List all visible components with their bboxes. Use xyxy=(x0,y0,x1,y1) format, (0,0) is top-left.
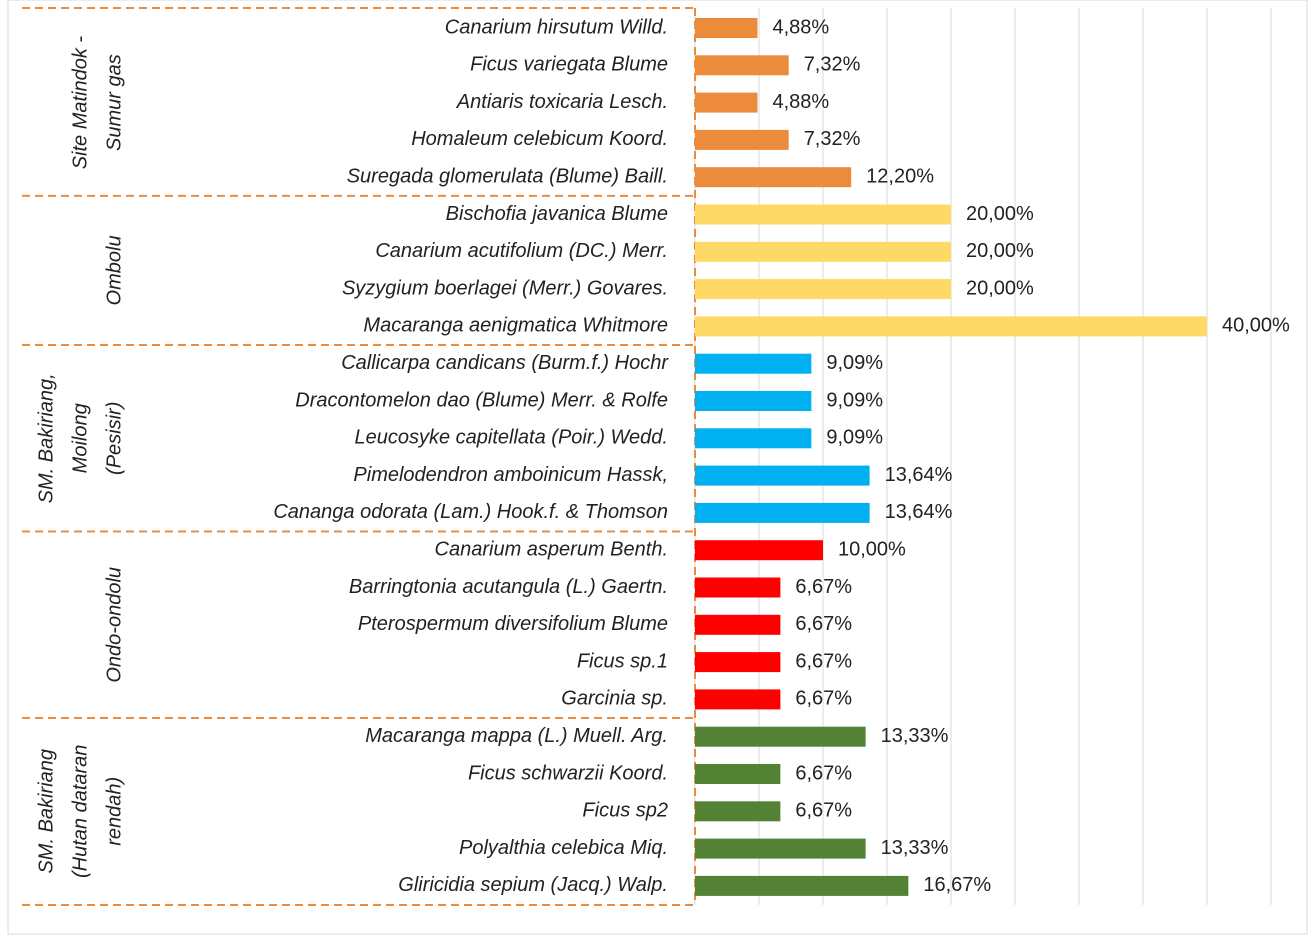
bar xyxy=(695,241,951,262)
group-label: Ondo-ondolu xyxy=(103,567,125,683)
bar xyxy=(695,428,812,449)
group-label: Site Matindok - xyxy=(69,36,91,170)
value-label: 6,67% xyxy=(795,688,852,710)
group-label: Sumur gas xyxy=(103,54,125,151)
bar xyxy=(695,129,789,150)
value-label: 13,33% xyxy=(881,837,949,859)
value-label: 13,33% xyxy=(881,725,949,747)
group-label: (Hutan dataran xyxy=(69,745,91,878)
value-label: 9,09% xyxy=(826,427,883,449)
value-label: 6,67% xyxy=(795,762,852,784)
category-label: Dracontomelon dao (Blume) Merr. & Rolfe xyxy=(295,389,668,411)
category-label: Ficus schwarzii Koord. xyxy=(468,762,668,784)
bar xyxy=(695,55,789,76)
bar xyxy=(695,689,781,710)
group-label: rendah) xyxy=(103,777,125,846)
category-label: Antiaris toxicaria Lesch. xyxy=(456,91,668,113)
bar xyxy=(695,577,781,598)
value-label: 6,67% xyxy=(795,800,852,822)
category-label: Macaranga mappa (L.) Muell. Arg. xyxy=(365,725,668,747)
bar xyxy=(695,652,781,673)
group-label: (Pesisir) xyxy=(103,402,125,475)
value-label: 4,88% xyxy=(772,91,829,113)
category-label: Homaleum celebicum Koord. xyxy=(411,128,668,150)
bar xyxy=(695,540,823,561)
category-label: Macaranga aenigmatica Whitmore xyxy=(363,315,668,337)
bar xyxy=(695,502,870,523)
chart-border xyxy=(7,0,1308,935)
category-label: Ficus sp.1 xyxy=(577,650,668,672)
value-label: 9,09% xyxy=(826,352,883,374)
group-label: SM. Bakiriang xyxy=(35,749,57,874)
group-label: SM. Bakiriang, xyxy=(35,373,57,503)
category-label: Suregada glomerulata (Blume) Baill. xyxy=(347,165,668,187)
value-label: 4,88% xyxy=(772,16,829,38)
value-label: 7,32% xyxy=(804,128,861,150)
value-label: 9,09% xyxy=(826,389,883,411)
bar xyxy=(695,726,866,747)
category-label: Canarium hirsutum Willd. xyxy=(445,16,668,38)
value-label: 10,00% xyxy=(838,538,906,560)
category-label: Pimelodendron amboinicum Hassk, xyxy=(353,464,668,486)
bar xyxy=(695,167,852,188)
category-label: Pterospermum diversifolium Blume xyxy=(358,613,668,635)
category-label: Polyalthia celebica Miq. xyxy=(459,837,668,859)
category-label: Leucosyke capitellata (Poir.) Wedd. xyxy=(355,427,669,449)
group-label: Ombolu xyxy=(103,235,125,305)
value-label: 40,00% xyxy=(1222,315,1290,337)
category-label: Canarium asperum Benth. xyxy=(435,538,668,560)
value-label: 20,00% xyxy=(966,203,1034,225)
category-label: Ficus sp2 xyxy=(582,800,668,822)
bar xyxy=(695,353,812,374)
bar xyxy=(695,204,951,225)
group-label: Moilong xyxy=(69,403,91,473)
category-label: Cananga odorata (Lam.) Hook.f. & Thomson xyxy=(273,501,668,523)
bar xyxy=(695,838,866,859)
category-label: Ficus variegata Blume xyxy=(470,54,668,76)
value-label: 16,67% xyxy=(923,874,991,896)
bar xyxy=(695,764,781,784)
bar xyxy=(695,279,951,300)
bar xyxy=(695,614,781,635)
category-label: Callicarpa candicans (Burm.f.) Hochr xyxy=(341,352,669,374)
value-label: 6,67% xyxy=(795,650,852,672)
value-label: 13,64% xyxy=(885,501,953,523)
category-label: Barringtonia acutangula (L.) Gaertn. xyxy=(349,576,668,598)
category-label: Garcinia sp. xyxy=(561,688,668,710)
category-label: Bischofia javanica Blume xyxy=(446,203,668,225)
category-label: Canarium acutifolium (DC.) Merr. xyxy=(375,240,668,262)
bar xyxy=(695,316,1207,337)
value-label: 7,32% xyxy=(804,54,861,76)
value-label: 6,67% xyxy=(795,576,852,598)
bar xyxy=(695,18,758,38)
bar xyxy=(695,92,758,113)
category-label: Gliricidia sepium (Jacq.) Walp. xyxy=(398,874,668,896)
bar xyxy=(695,391,812,411)
bar xyxy=(695,801,781,822)
bar xyxy=(695,465,870,486)
value-label: 6,67% xyxy=(795,613,852,635)
value-label: 12,20% xyxy=(866,165,934,187)
value-label: 13,64% xyxy=(885,464,953,486)
value-label: 20,00% xyxy=(966,240,1034,262)
bar xyxy=(695,875,909,896)
value-label: 20,00% xyxy=(966,277,1034,299)
category-label: Syzygium boerlagei (Merr.) Govares. xyxy=(342,277,668,299)
